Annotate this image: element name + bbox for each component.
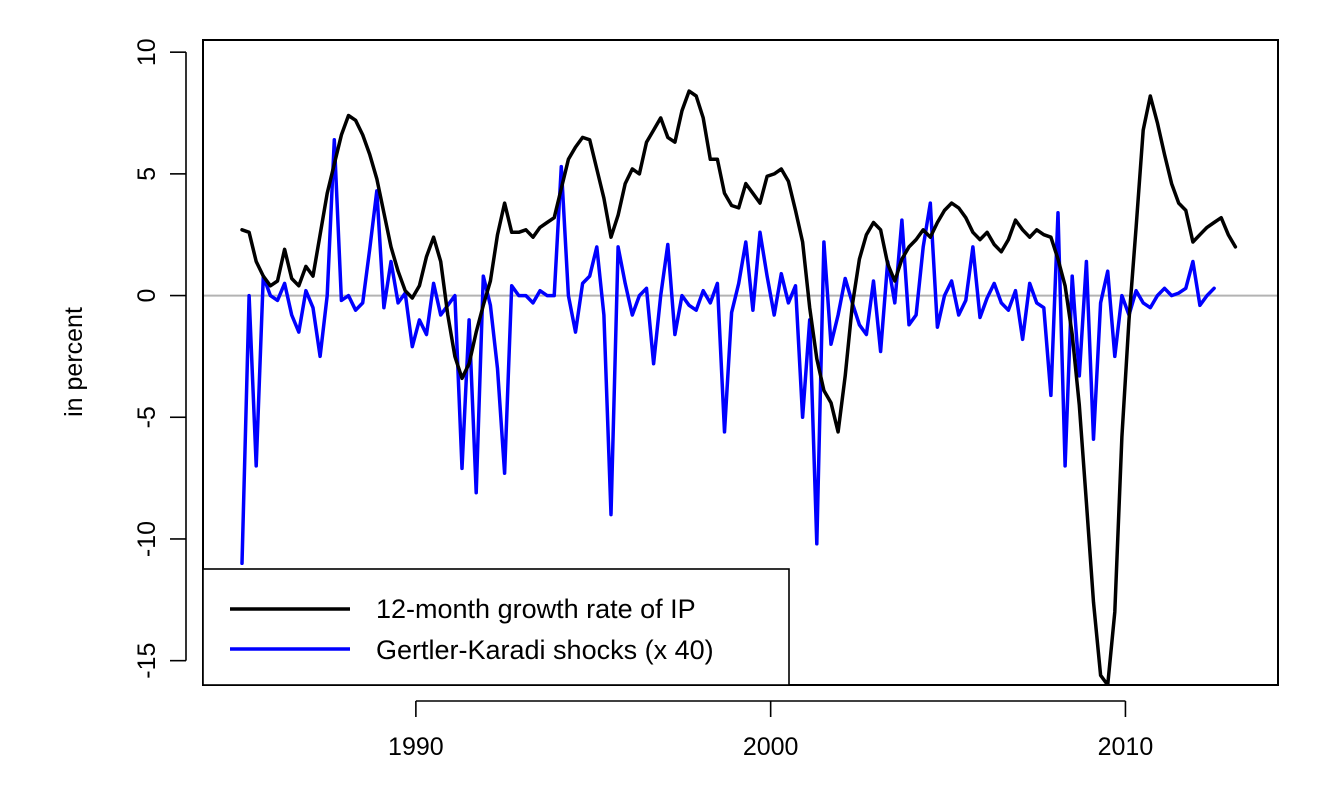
- y-tick-label: -10: [133, 521, 161, 557]
- x-tick-label: 2000: [743, 733, 799, 761]
- series-line-gk-shocks: [240, 138, 1216, 566]
- y-axis: -15 -10 -5 0 5 10: [133, 38, 187, 679]
- legend-label-gk: Gertler-Karadi shocks (x 40): [376, 635, 714, 665]
- y-axis-title: in percent: [60, 307, 88, 417]
- y-tick-label: -15: [133, 643, 161, 679]
- y-tick-label: 5: [133, 167, 161, 181]
- y-tick-label: 0: [133, 289, 161, 303]
- legend-label-ip: 12-month growth rate of IP: [376, 594, 696, 624]
- x-axis: 1990 2000 2010: [388, 700, 1154, 761]
- legend-box: [202, 568, 790, 686]
- legend: 12-month growth rate of IP Gertler-Karad…: [202, 568, 790, 686]
- series-line-ip-growth: [240, 89, 1238, 685]
- x-tick-label: 1990: [388, 733, 444, 761]
- y-tick-label: -5: [133, 406, 161, 428]
- y-tick-label: 10: [133, 38, 161, 66]
- x-tick-label: 2010: [1098, 733, 1154, 761]
- series-layer: [240, 89, 1238, 685]
